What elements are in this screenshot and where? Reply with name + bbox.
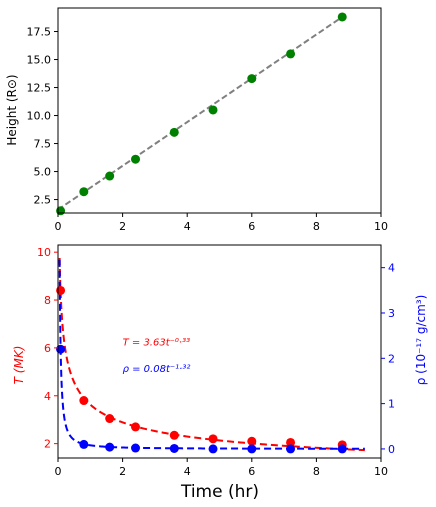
right-fit-curve <box>58 259 365 450</box>
density-point <box>208 444 218 454</box>
top-x-tick-label: 6 <box>248 220 255 233</box>
temperature-point <box>208 434 218 444</box>
density-point <box>105 442 115 452</box>
bottom-plot-marks <box>56 258 365 454</box>
left-y-tick-label: 2 <box>44 438 51 451</box>
top-y-axis: 2.5 5.0 7.5 10.0 12.5 15.0 17.5 <box>27 26 58 207</box>
density-point <box>286 444 296 454</box>
top-data-point <box>208 105 218 115</box>
top-y-tick-label: 12.5 <box>27 82 52 95</box>
temperature-point <box>286 437 296 447</box>
top-x-axis: 0 2 4 6 8 10 <box>55 213 388 233</box>
density-point <box>169 443 179 453</box>
bottom-x-axis-label: Time (hr) <box>180 482 259 502</box>
density-point <box>337 444 347 454</box>
right-y-tick-label: 3 <box>388 307 395 320</box>
bottom-x-tick-label: 8 <box>313 465 320 478</box>
right-y-tick-label: 1 <box>388 398 395 411</box>
top-panel: 0 2 4 6 8 10 2.5 5.0 7.5 10.0 12.5 15.0 17.5 Height… <box>5 7 388 233</box>
bottom-x-tick-label: 4 <box>184 465 191 478</box>
top-data-point <box>247 74 257 84</box>
fit-equation-label: T = 3.63t⁻⁰·³³ <box>123 338 191 349</box>
bottom-x-tick-label: 2 <box>119 465 126 478</box>
left-y-tick-label: 6 <box>44 342 51 355</box>
left-y-tick-label: 8 <box>44 294 51 307</box>
top-x-tick-label: 10 <box>374 220 388 233</box>
bottom-right-y-axis: 0 1 2 3 4 <box>381 262 395 456</box>
left-y-tick-label: 4 <box>44 390 51 403</box>
density-point <box>56 344 66 354</box>
bottom-left-y-axis-label: T (MK) <box>12 346 26 385</box>
top-data-point <box>105 171 115 181</box>
top-y-axis-label: Height (R⊙) <box>5 74 19 145</box>
top-x-tick-label: 4 <box>184 220 191 233</box>
bottom-x-tick-label: 0 <box>55 465 62 478</box>
left-y-tick-label: 10 <box>37 246 51 259</box>
top-y-tick-label: 10.0 <box>27 110 52 123</box>
top-y-tick-label: 7.5 <box>34 138 52 151</box>
left-fit-curve <box>58 258 365 452</box>
temperature-point <box>169 430 179 440</box>
bottom-x-tick-label: 10 <box>374 465 388 478</box>
top-data-point <box>131 154 141 164</box>
top-plot-frame <box>57 7 382 214</box>
top-x-tick-label: 0 <box>55 220 62 233</box>
temperature-point <box>131 422 141 432</box>
density-point <box>131 443 141 453</box>
temperature-point <box>105 414 115 424</box>
top-data-point <box>286 49 296 59</box>
bottom-x-tick-label: 6 <box>248 465 255 478</box>
bottom-plot-frame <box>57 244 382 459</box>
top-fit-line <box>57 16 343 211</box>
density-point <box>247 444 257 454</box>
bottom-panel: 0 2 4 6 8 10 2 4 6 8 10 0 1 2 3 4 T (MK) ρ (10⁻¹⁷ g/c… <box>12 244 428 502</box>
top-y-tick-label: 2.5 <box>34 194 52 207</box>
top-y-tick-label: 17.5 <box>27 26 52 39</box>
top-x-tick-label: 8 <box>313 220 320 233</box>
top-data-point <box>79 187 89 197</box>
top-y-tick-label: 15.0 <box>27 54 52 67</box>
top-plot-marks <box>56 12 347 216</box>
temperature-point <box>56 285 66 295</box>
top-y-tick-label: 5.0 <box>34 166 52 179</box>
fit-annotations: T = 3.63t⁻⁰·³³ ρ = 0.08t⁻¹·³² <box>123 338 191 375</box>
top-x-tick-label: 2 <box>119 220 126 233</box>
top-data-point <box>337 12 347 22</box>
right-y-tick-label: 0 <box>388 443 395 456</box>
top-data-point <box>56 206 66 216</box>
top-data-point <box>169 127 179 137</box>
right-y-tick-label: 4 <box>388 262 395 275</box>
bottom-left-y-axis: 2 4 6 8 10 <box>37 246 58 451</box>
right-y-tick-label: 2 <box>388 352 395 365</box>
temperature-point <box>247 436 257 446</box>
bottom-x-axis: 0 2 4 6 8 10 <box>55 458 388 478</box>
bottom-right-y-axis-label: ρ (10⁻¹⁷ g/cm³) <box>414 295 428 386</box>
fit-equation-label: ρ = 0.08t⁻¹·³² <box>123 364 191 375</box>
density-point <box>79 439 89 449</box>
temperature-point <box>79 396 89 406</box>
